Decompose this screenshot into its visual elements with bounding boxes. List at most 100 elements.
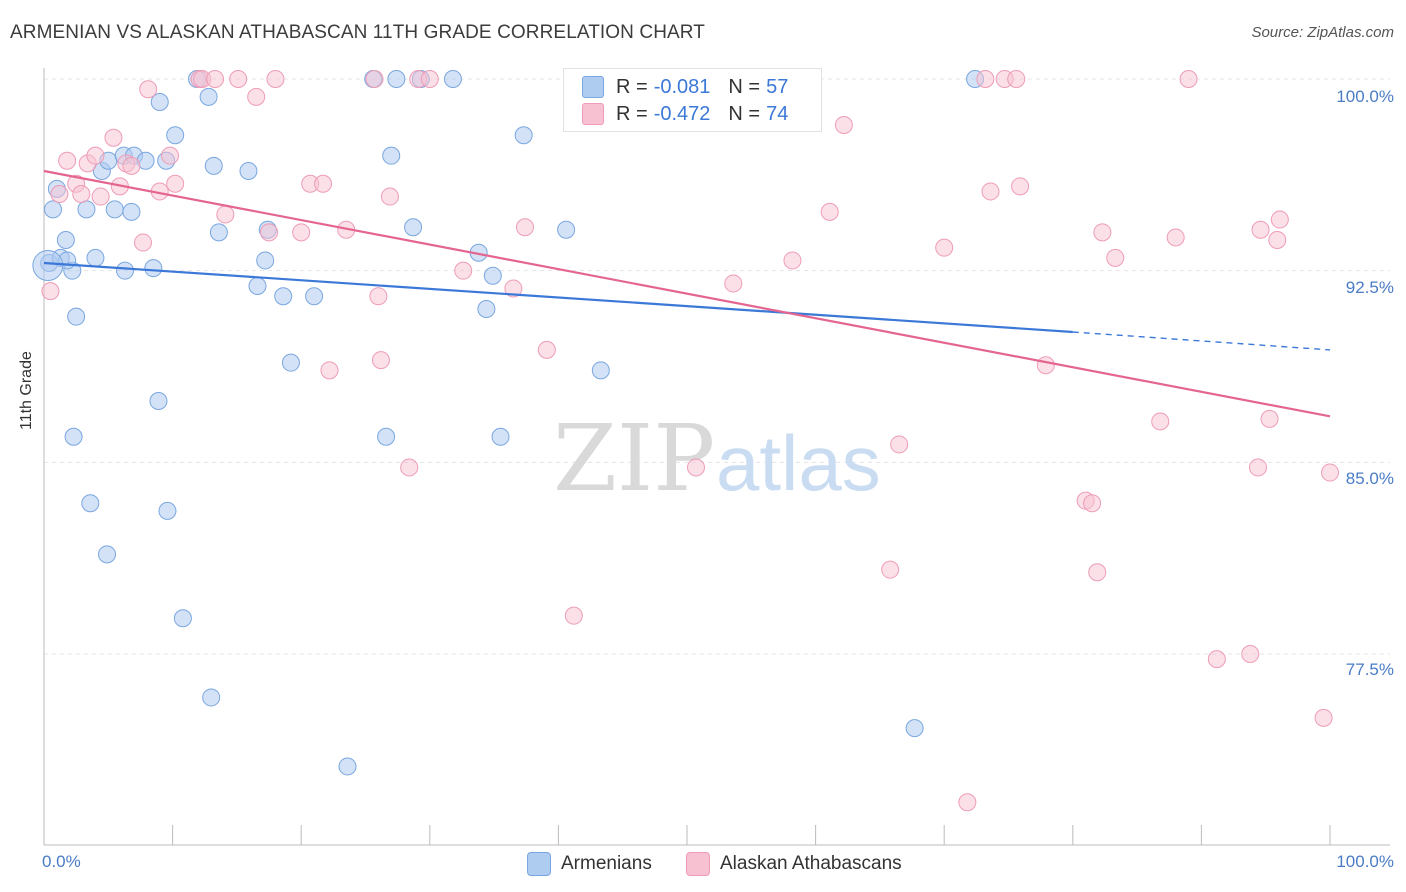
athabascan-point: [400, 458, 419, 477]
legend-row-armenians: R = -0.081 N = 57: [582, 76, 788, 98]
legend-swatch-pink: [582, 103, 604, 125]
x-tick-label-min: 0.0%: [42, 852, 81, 871]
armenians-trend-extension: [1072, 331, 1331, 351]
armenian-point: [144, 259, 163, 278]
athabascan-point: [50, 185, 69, 203]
armenian-point: [477, 300, 496, 318]
athabascan-point: [229, 70, 248, 88]
athabascan-point: [1093, 223, 1112, 242]
athabascan-point: [981, 182, 1000, 201]
armenians-points: [32, 70, 985, 776]
athabascan-point: [935, 238, 954, 257]
y-axis-label: 11th Grade: [18, 351, 35, 430]
y-tick-label: 92.5%: [1345, 278, 1394, 297]
athabascan-point: [72, 185, 91, 203]
athabascan-point: [58, 151, 77, 170]
athabascan-point: [1260, 409, 1279, 428]
armenian-point: [239, 162, 258, 180]
y-tick-label: 85.0%: [1345, 469, 1394, 488]
athabascan-point: [380, 187, 399, 206]
armenian-point: [166, 126, 185, 145]
athabascan-point: [1088, 563, 1107, 582]
athabascan-point: [139, 80, 158, 99]
source-label: Source: ZipAtlas.com: [1251, 24, 1394, 41]
armenian-point: [387, 70, 406, 88]
athabascan-point: [1270, 210, 1289, 229]
legend-r-label: R =: [616, 75, 648, 98]
athabascan-point: [958, 793, 977, 812]
armenian-point: [149, 392, 168, 410]
athabascan-point: [260, 223, 279, 242]
x-tick-label-max: 100.0%: [1336, 852, 1394, 871]
armenian-point: [64, 427, 83, 446]
legend-n-label: N =: [728, 102, 761, 125]
armenian-point: [905, 719, 924, 738]
armenian-point: [122, 202, 141, 221]
athabascans-trend-line: [43, 169, 1331, 418]
legend-row-athabascans: R = -0.472 N = 74: [582, 103, 788, 125]
armenian-point: [32, 250, 64, 282]
athabascan-point: [1251, 220, 1270, 239]
athabascan-point: [161, 146, 180, 165]
athabascans-points: [41, 70, 1339, 812]
y-tick-label: 77.5%: [1345, 660, 1394, 679]
armenian-point: [209, 223, 228, 242]
athabascan-point: [206, 70, 225, 88]
armenian-point: [105, 200, 124, 219]
athabascan-point: [881, 560, 900, 579]
bottom-legend-label: Alaskan Athabascans: [720, 853, 902, 874]
armenian-point: [305, 287, 324, 306]
armenian-point: [256, 251, 275, 270]
legend-n-value: 57: [766, 75, 789, 98]
armenian-point: [483, 266, 502, 285]
armenian-point: [557, 220, 576, 239]
bottom-legend-athabascans: Alaskan Athabascans: [686, 852, 902, 876]
athabascan-point: [1321, 463, 1339, 482]
armenian-point: [377, 427, 396, 446]
correlation-legend: R = -0.081 N = 57 R = -0.472 N = 74: [563, 68, 822, 132]
athabascan-point: [134, 233, 153, 252]
athabascan-point: [724, 274, 743, 293]
armenian-point: [338, 757, 357, 776]
armenian-point: [514, 126, 533, 145]
athabascan-point: [91, 187, 110, 206]
armenian-point: [77, 200, 96, 219]
athabascan-point: [1106, 248, 1125, 267]
legend-r-value: -0.472: [653, 102, 711, 125]
armenian-point: [67, 307, 86, 326]
armenian-point: [404, 218, 423, 237]
athabascan-point: [1007, 70, 1026, 88]
athabascan-point: [834, 116, 853, 134]
athabascan-point: [371, 351, 390, 370]
armenian-point: [116, 261, 135, 280]
athabascan-point: [1011, 177, 1030, 196]
athabascan-point: [365, 70, 384, 88]
athabascan-point: [564, 606, 583, 625]
athabascan-point: [1083, 494, 1102, 513]
armenian-point: [281, 353, 300, 372]
athabascan-point: [314, 174, 333, 193]
armenian-point: [491, 427, 510, 446]
bottom-legend-swatch-pink: [686, 852, 710, 876]
legend-n-label: N =: [728, 75, 761, 98]
athabascan-point: [890, 435, 909, 454]
athabascan-point: [1151, 412, 1170, 431]
trend-lines: [43, 169, 1331, 418]
armenian-point: [204, 156, 223, 175]
athabascan-point: [1207, 650, 1226, 669]
athabascan-point: [104, 128, 123, 147]
watermark-zip: ZIP: [553, 405, 715, 512]
armenian-point: [44, 200, 63, 219]
athabascan-point: [783, 251, 802, 270]
athabascan-point: [537, 340, 556, 359]
athabascan-point: [1036, 356, 1055, 375]
axes: [43, 68, 1390, 846]
armenian-point: [274, 287, 293, 306]
athabascan-point: [292, 223, 311, 242]
y-tick-label: 100.0%: [1336, 87, 1394, 106]
athabascan-point: [1179, 70, 1198, 88]
athabascan-point: [1241, 645, 1260, 663]
legend-r-value: -0.081: [653, 75, 711, 98]
athabascan-point: [976, 70, 995, 88]
